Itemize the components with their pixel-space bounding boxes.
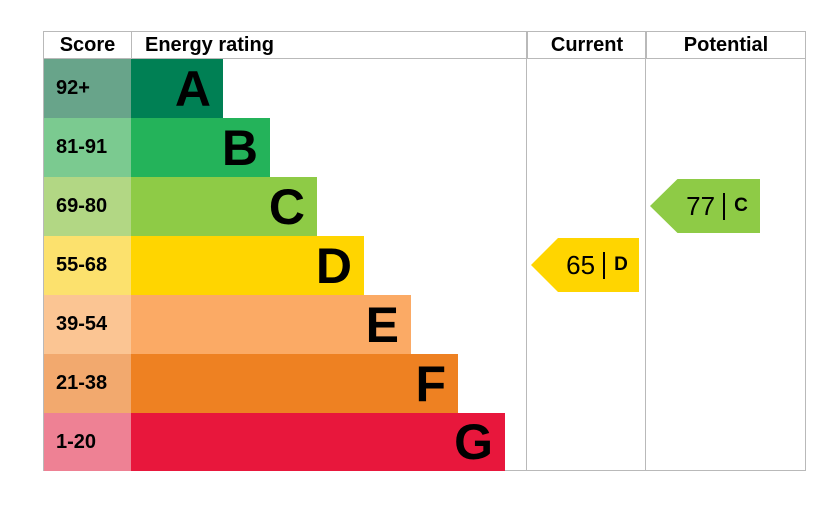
potential-band-letter: C xyxy=(734,195,748,216)
current-band-letter: D xyxy=(614,254,628,275)
current-column-divider xyxy=(526,32,527,470)
band-score-cell: 1-20 xyxy=(44,413,131,471)
band-bar: B xyxy=(131,118,270,177)
band-letter: D xyxy=(315,237,352,294)
band-bar: A xyxy=(131,59,223,118)
band-row: 69-80 C xyxy=(44,177,805,236)
band-letter: F xyxy=(415,355,446,412)
band-score-cell: 69-80 xyxy=(44,177,131,236)
energy-rating-column-header: Energy rating xyxy=(131,32,527,58)
epc-rating-table: Score Energy rating Current Potential 92… xyxy=(43,31,806,471)
score-column-header: Score xyxy=(59,34,116,56)
band-row: 39-54 E xyxy=(44,295,805,354)
band-score-cell: 81-91 xyxy=(44,118,131,177)
potential-column-header: Potential xyxy=(646,32,805,58)
band-bar: E xyxy=(131,295,411,354)
band-bar: G xyxy=(131,413,505,471)
pipe-separator-icon xyxy=(723,192,726,220)
band-score-cell: 21-38 xyxy=(44,354,131,413)
band-letter: B xyxy=(221,119,258,176)
band-row: 55-68 D xyxy=(44,236,805,295)
band-letter: E xyxy=(365,296,399,353)
current-score-value: 65 xyxy=(566,249,596,280)
table-header-row: Score Energy rating Current Potential xyxy=(44,32,805,59)
band-row: 81-91 B xyxy=(44,118,805,177)
band-score-cell: 55-68 xyxy=(44,236,131,295)
potential-score-value: 77 xyxy=(686,190,716,221)
band-bar: D xyxy=(131,236,364,295)
potential-column-divider xyxy=(645,32,646,470)
band-bar: C xyxy=(131,177,317,236)
bands: 92+ A 81-91 B 69-80 C 55-68 D 39-54 E 21… xyxy=(44,59,805,471)
band-letter: A xyxy=(174,60,211,117)
band-letter: G xyxy=(454,414,493,470)
current-column-header: Current xyxy=(527,32,646,58)
band-row: 1-20 G xyxy=(44,413,805,471)
pipe-separator-icon xyxy=(603,251,606,279)
band-score-cell: 39-54 xyxy=(44,295,131,354)
band-bar: F xyxy=(131,354,458,413)
band-letter: C xyxy=(268,178,305,235)
band-score-cell: 92+ xyxy=(44,59,131,118)
current-arrow: 65 D xyxy=(531,238,639,292)
band-row: 21-38 F xyxy=(44,354,805,413)
band-row: 92+ A xyxy=(44,59,805,118)
